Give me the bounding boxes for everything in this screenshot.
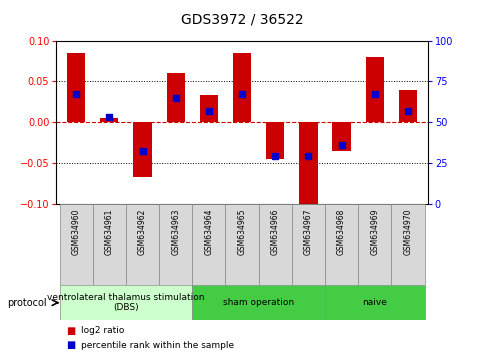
Point xyxy=(403,108,411,114)
Text: GSM634965: GSM634965 xyxy=(237,209,246,255)
Bar xyxy=(325,285,424,320)
Bar xyxy=(166,73,184,122)
Text: percentile rank within the sample: percentile rank within the sample xyxy=(81,341,233,350)
Bar xyxy=(357,204,390,285)
Point xyxy=(105,114,113,120)
Point xyxy=(238,92,245,97)
Bar xyxy=(325,204,357,285)
Point xyxy=(337,142,345,148)
Text: GDS3972 / 36522: GDS3972 / 36522 xyxy=(181,12,303,27)
Text: GSM634963: GSM634963 xyxy=(171,209,180,255)
Text: ■: ■ xyxy=(66,326,75,336)
Point xyxy=(204,108,212,114)
Text: GSM634960: GSM634960 xyxy=(72,209,81,255)
Bar xyxy=(159,204,192,285)
Bar xyxy=(199,95,218,122)
Point xyxy=(370,92,378,97)
Bar xyxy=(192,204,225,285)
Bar xyxy=(390,204,424,285)
Point xyxy=(171,95,179,101)
Bar xyxy=(60,204,93,285)
Point xyxy=(138,149,146,154)
Bar xyxy=(192,285,325,320)
Bar xyxy=(225,204,258,285)
Text: GSM634962: GSM634962 xyxy=(138,209,147,255)
Text: GSM634966: GSM634966 xyxy=(270,209,279,255)
Text: ■: ■ xyxy=(66,340,75,350)
Bar xyxy=(93,204,125,285)
Text: GSM634964: GSM634964 xyxy=(204,209,213,255)
Text: GSM634969: GSM634969 xyxy=(369,209,379,255)
Point xyxy=(72,92,80,97)
Text: protocol: protocol xyxy=(7,298,46,308)
Bar xyxy=(67,53,85,122)
Point xyxy=(271,154,279,159)
Text: GSM634961: GSM634961 xyxy=(104,209,114,255)
Text: naive: naive xyxy=(362,298,386,307)
Bar xyxy=(125,204,159,285)
Bar xyxy=(291,204,325,285)
Bar xyxy=(365,57,383,122)
Text: sham operation: sham operation xyxy=(223,298,294,307)
Bar xyxy=(100,118,118,122)
Bar xyxy=(398,90,416,122)
Text: log2 ratio: log2 ratio xyxy=(81,326,124,336)
Bar xyxy=(265,122,284,159)
Text: ventrolateral thalamus stimulation
(DBS): ventrolateral thalamus stimulation (DBS) xyxy=(47,293,204,312)
Text: GSM634970: GSM634970 xyxy=(403,209,411,255)
Text: GSM634967: GSM634967 xyxy=(304,209,312,255)
Bar xyxy=(232,53,251,122)
Bar xyxy=(258,204,291,285)
Point xyxy=(304,154,312,159)
Bar xyxy=(299,122,317,204)
Text: GSM634968: GSM634968 xyxy=(336,209,346,255)
Bar xyxy=(133,122,151,177)
Bar xyxy=(60,285,192,320)
Bar xyxy=(332,122,350,151)
